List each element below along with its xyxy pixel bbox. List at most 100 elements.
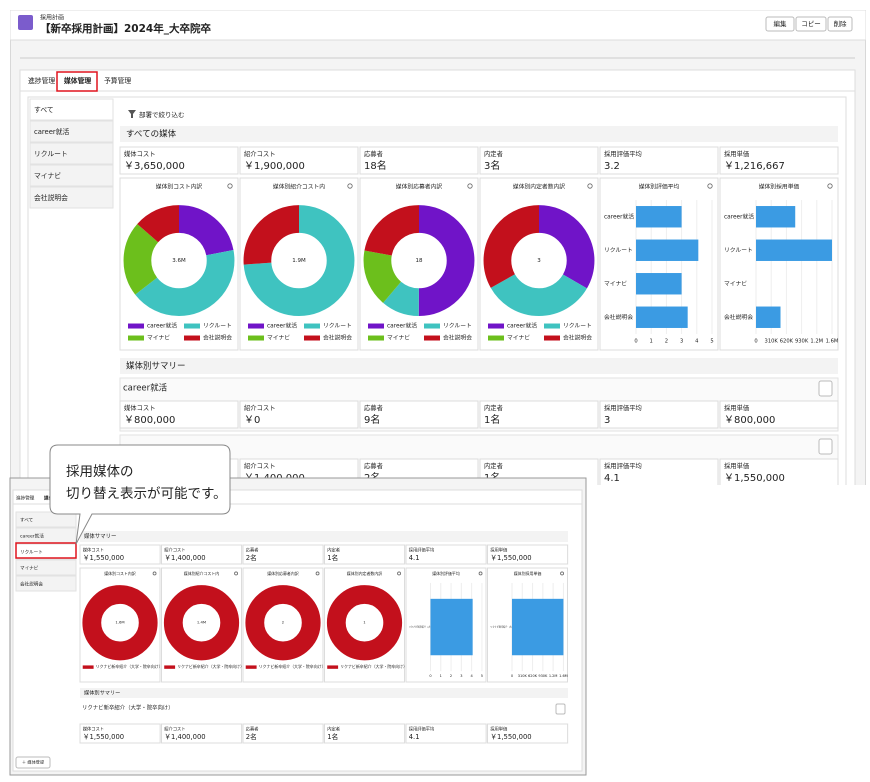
legend-swatch — [368, 323, 384, 329]
donut-slice — [483, 205, 595, 317]
metric-label: 採用評価平均 — [409, 725, 435, 732]
sidebar-item[interactable]: すべて — [20, 517, 34, 524]
metric-box — [599, 146, 719, 175]
page-title: 【新卒採用計画】2024年_大卒院卒 — [40, 22, 211, 35]
metric-label: 応募者 — [364, 461, 383, 470]
donut-slice — [163, 585, 240, 661]
x-tick-label: 5 — [481, 674, 483, 678]
metric-value: ￥1,550,000 — [83, 733, 124, 741]
legend-label: 会社説明会 — [563, 334, 592, 342]
metric-value: 4.1 — [409, 554, 420, 562]
metric-box — [79, 544, 161, 565]
legend-label: マイナビ — [387, 334, 410, 342]
category-label: マイナビ — [604, 279, 627, 287]
filter-icon — [128, 110, 136, 118]
sidebar-item[interactable]: career就活 — [34, 127, 70, 136]
tab[interactable]: 進捗管理 — [16, 495, 35, 502]
tab[interactable]: 媒体管理 — [63, 76, 91, 85]
metric-value: 1名 — [327, 553, 338, 562]
header-button-label[interactable]: 編集 — [774, 19, 788, 28]
chart-title: 媒体別コスト内訳 — [156, 183, 203, 191]
legend-label: 会社説明会 — [203, 334, 232, 342]
metric-label: 媒体コスト — [124, 403, 155, 412]
bar — [756, 206, 796, 228]
metric-box — [79, 723, 161, 744]
chart-title: 媒体別評価平均 — [639, 183, 680, 191]
sidebar-item[interactable]: マイナビ — [20, 565, 39, 572]
legend-swatch — [488, 335, 504, 341]
metric-value: ￥1,550,000 — [490, 733, 531, 741]
delete-button[interactable] — [818, 438, 833, 455]
legend-swatch — [164, 665, 176, 669]
sidebar-item[interactable]: career就活 — [20, 533, 44, 540]
metric-label: 採用単価 — [724, 149, 749, 158]
sidebar-item-bg — [15, 559, 77, 576]
donut-slice — [123, 205, 235, 317]
delete-button[interactable] — [555, 703, 566, 715]
sidebar-item[interactable]: 会社説明会 — [20, 581, 43, 588]
breadcrumb: 採用計画 — [40, 14, 64, 22]
x-tick-label: 1.2M — [549, 674, 558, 678]
header-button-label[interactable]: 削除 — [834, 19, 848, 28]
sidebar-item[interactable]: マイナビ — [34, 171, 61, 180]
metric-box — [405, 723, 487, 744]
metric-label: 採用単価 — [724, 403, 749, 412]
section-bar — [80, 688, 568, 698]
zoom-icon — [397, 571, 401, 576]
legend-swatch — [184, 323, 200, 329]
x-tick-label: 1.6M — [559, 674, 568, 678]
delete-button[interactable] — [818, 380, 833, 397]
category-label: マイナビ — [724, 279, 747, 287]
sidebar-item-bg — [29, 142, 114, 165]
highlight-box — [56, 71, 98, 92]
metric-box — [242, 723, 324, 744]
metric-label: 応募者 — [246, 546, 260, 553]
legend-label: リクルート — [443, 323, 472, 330]
zoom-icon — [467, 183, 473, 189]
metric-box — [479, 400, 599, 429]
legend-swatch — [424, 335, 440, 341]
metric-box — [324, 723, 406, 744]
header-button[interactable] — [795, 16, 827, 32]
metric-label: 内定者 — [484, 149, 503, 158]
metric-value: 9名 — [364, 413, 380, 426]
add-button[interactable] — [15, 756, 51, 769]
filter-link[interactable]: 部署で絞り込む — [139, 110, 185, 119]
sidebar-item[interactable]: リクルート — [20, 550, 43, 556]
sidebar-item[interactable]: すべて — [34, 106, 54, 114]
sidebar-item-bg — [15, 511, 77, 528]
center-label: 18 — [416, 258, 423, 264]
legend-label: マイナビ — [267, 334, 290, 342]
tab[interactable]: 進捗管理 — [28, 76, 55, 85]
header-button[interactable] — [765, 16, 795, 32]
metric-label: 応募者 — [364, 149, 383, 158]
metric-value: 18名 — [364, 159, 387, 172]
metric-box — [719, 458, 839, 485]
tab[interactable]: 予算管理 — [104, 76, 131, 85]
legend-label: 会社説明会 — [443, 334, 472, 342]
sidebar-item[interactable]: リクルート — [34, 150, 68, 158]
metric-box — [239, 146, 359, 175]
header-button-label[interactable]: コピー — [801, 20, 821, 28]
legend-swatch — [368, 335, 384, 341]
metric-value: ￥1,400,000 — [164, 554, 205, 562]
add-button-label[interactable]: ＋ 媒体登録 — [22, 759, 45, 766]
category-label: 会社説明会 — [604, 313, 633, 321]
chart-title: 媒体別採用単価 — [759, 183, 800, 191]
metric-label: 応募者 — [364, 403, 383, 412]
metric-box — [239, 400, 359, 429]
metric-value: ￥800,000 — [124, 415, 175, 426]
x-tick-label: 4 — [471, 674, 474, 678]
header-button[interactable] — [827, 16, 853, 32]
legend-swatch — [245, 665, 257, 669]
metric-label: 応募者 — [246, 725, 260, 732]
x-tick-label: 620K — [780, 339, 794, 345]
legend-label: マイナビ — [147, 334, 170, 342]
center-label: 3 — [537, 258, 541, 264]
chart-title: 媒体別紹介コスト内 — [273, 183, 325, 191]
sidebar-item[interactable]: 会社説明会 — [34, 193, 68, 202]
bar — [511, 598, 564, 656]
